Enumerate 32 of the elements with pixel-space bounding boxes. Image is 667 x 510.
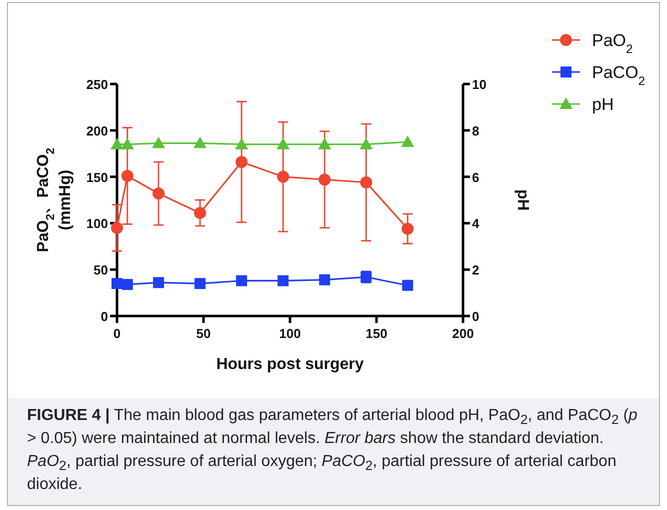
text: FIGURE 4 | The main blood gas parameters of arterial blood pH, PaO$_{2}$, and PaCO$_{2}$ (p > 0.05) were maintained at normal levels. Error bars show the standard deviation. PaO$_{2}$, partial pressure of arterial oxygen; PaCO$_{2}$, partial pressure of arterial carbon dioxide. (27, 407, 638, 493)
y2-axis-title: pH (514, 189, 531, 211)
point (236, 275, 248, 286)
y-tick-label: 250 (86, 77, 108, 92)
x-axis-title: Hours post surgery (216, 356, 364, 373)
legend-label: PaO$_{2}$ (592, 31, 634, 56)
y2-tick-label: 0 (472, 309, 480, 324)
point (402, 280, 414, 291)
point (194, 206, 206, 219)
y2-tick-label: 4 (472, 216, 480, 232)
x-tick-label: 0 (113, 326, 121, 341)
y-tick-label: 100 (86, 216, 108, 232)
y2-tick-label: 8 (472, 123, 480, 138)
point (278, 275, 289, 286)
point (319, 274, 330, 286)
point (122, 278, 133, 290)
point (153, 277, 164, 288)
y-tick-label: 50 (94, 262, 108, 278)
x-tick-label: 200 (452, 326, 474, 341)
legend-label: pH (592, 95, 614, 114)
x-tick-label: 150 (366, 326, 388, 341)
point (112, 278, 122, 290)
y2-tick-label: 6 (472, 170, 480, 185)
x-tick-label: 100 (279, 326, 301, 341)
y-tick-label: 200 (86, 123, 108, 138)
y2-tick-label: 2 (472, 262, 480, 278)
y2-tick-label: 10 (472, 77, 486, 92)
y-tick-label: 0 (100, 309, 108, 324)
y-tick-label: 150 (86, 170, 108, 185)
x-tick-label: 50 (196, 326, 211, 341)
legend-label: PaCO$_{2}$ (592, 63, 646, 88)
point (194, 278, 206, 290)
